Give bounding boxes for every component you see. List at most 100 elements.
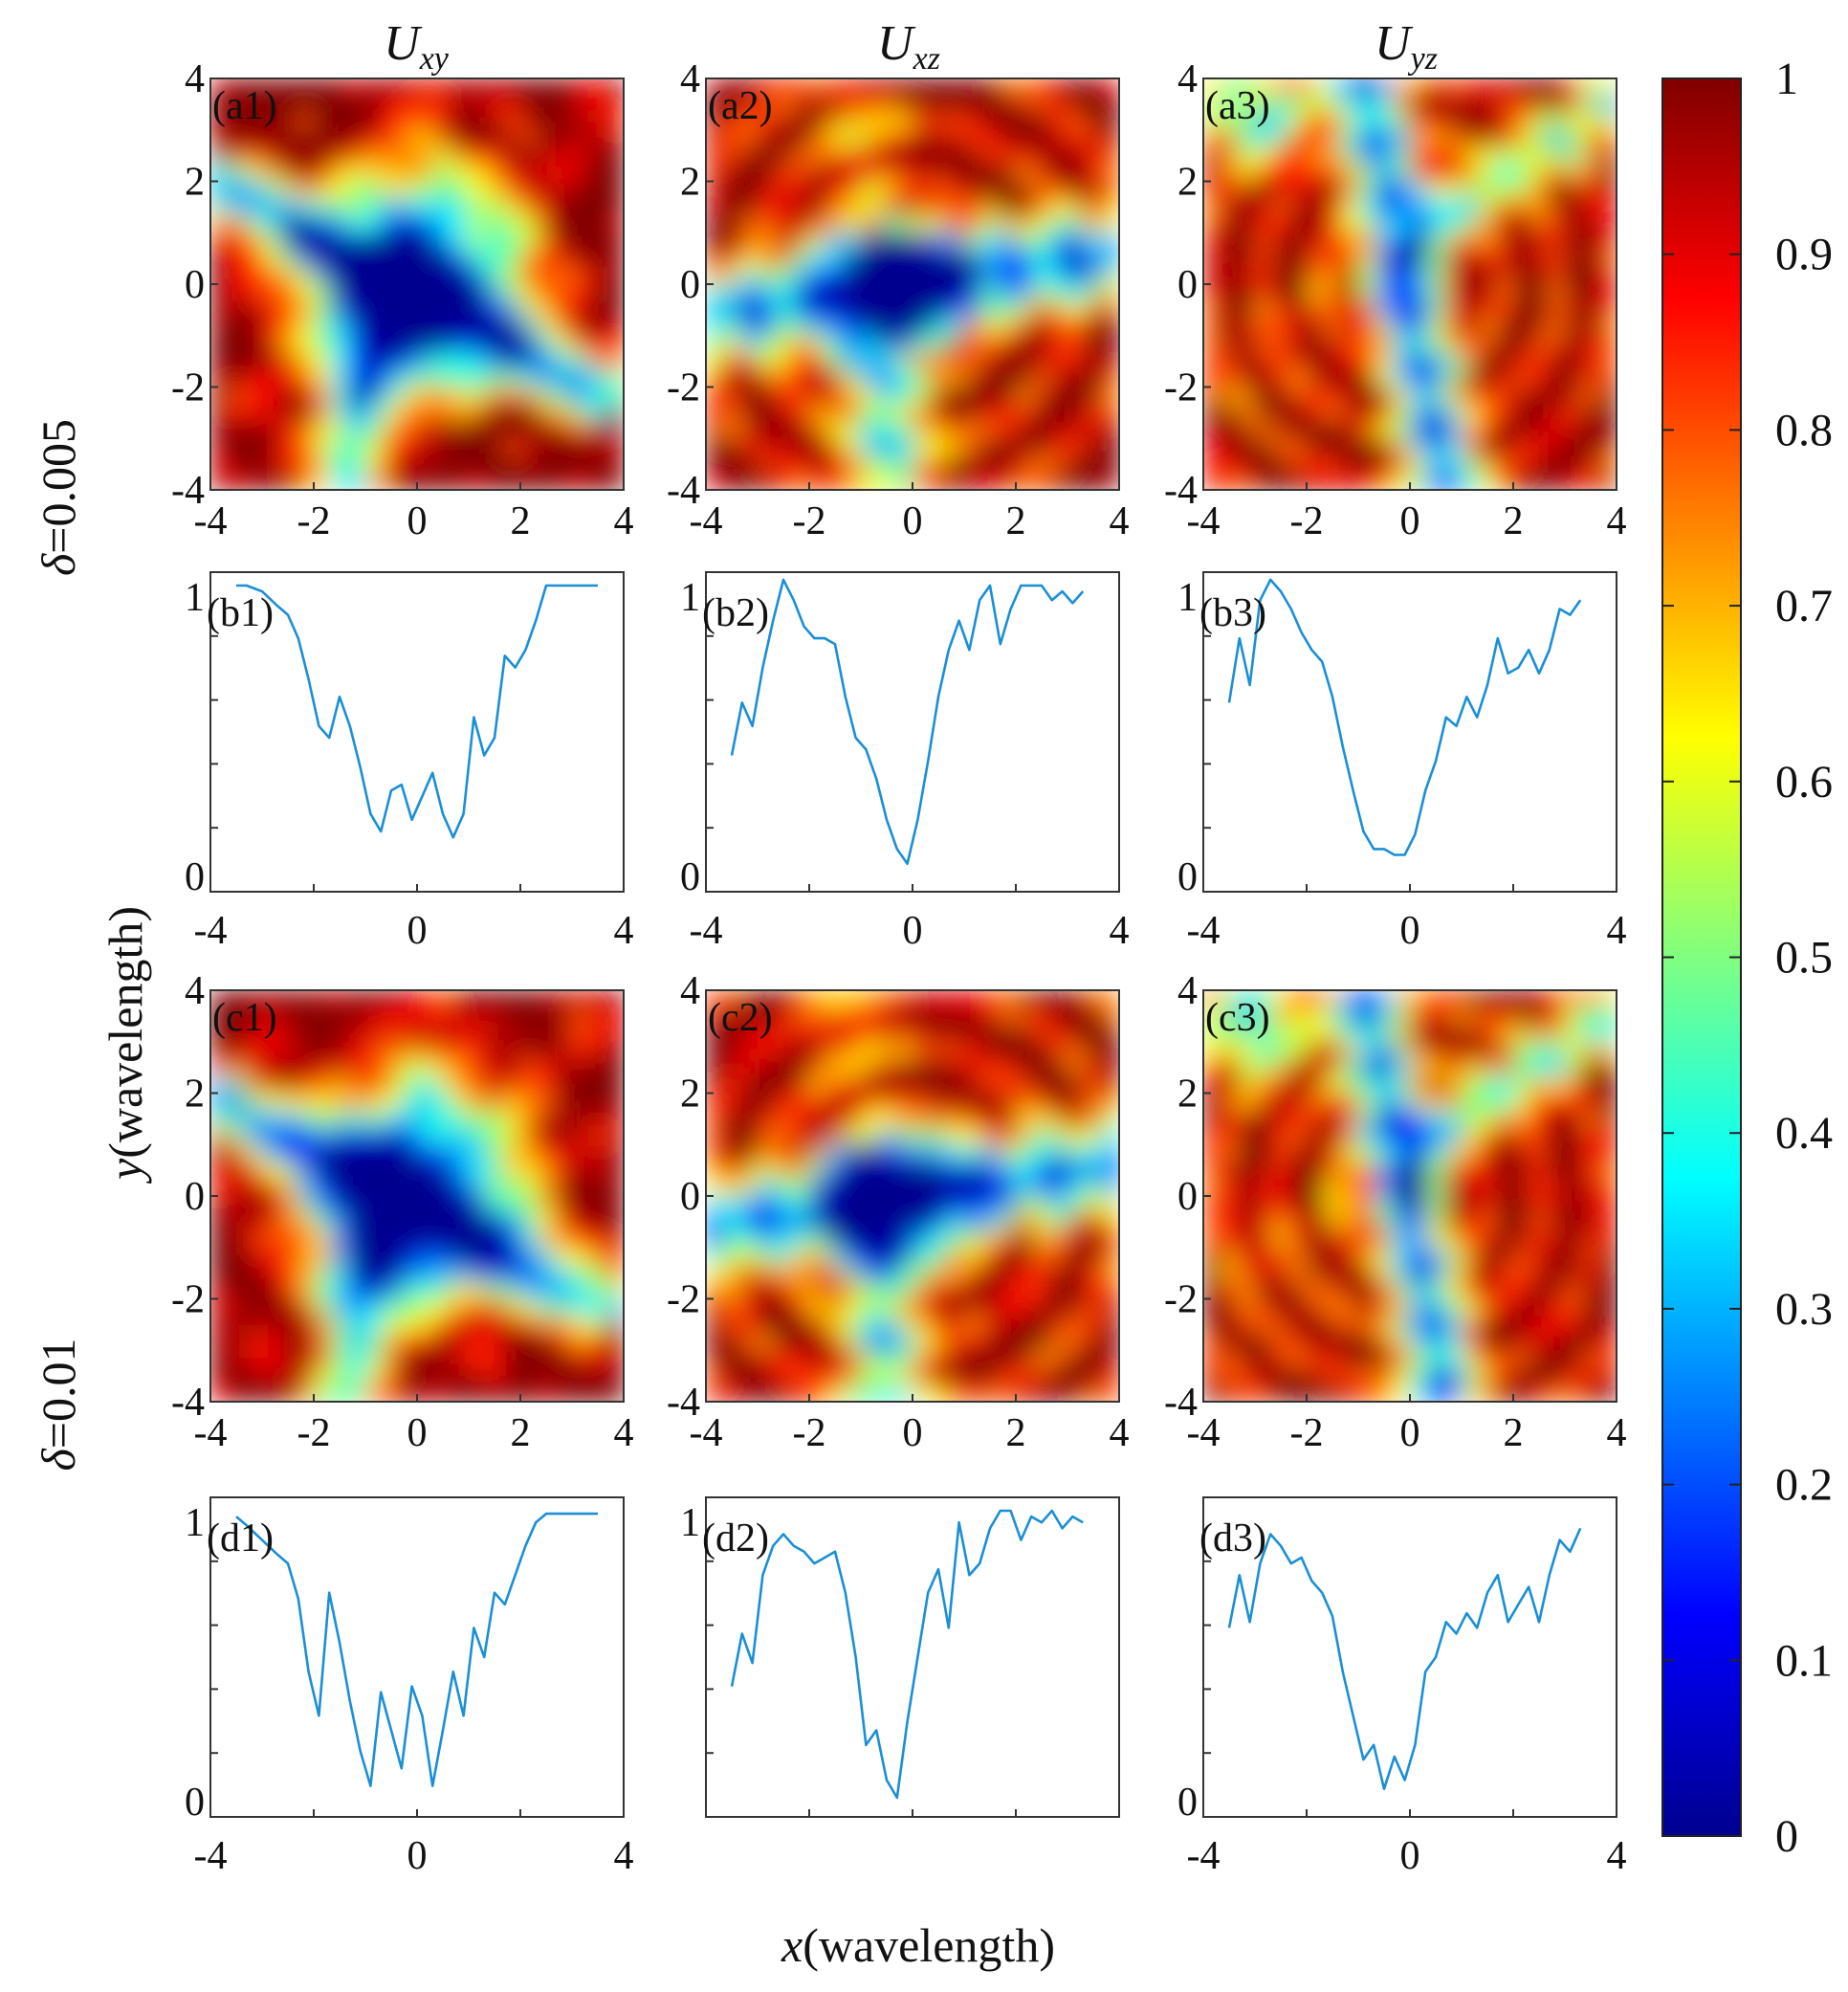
heatmap-cell — [228, 318, 246, 337]
heatmap-cell — [1238, 1229, 1256, 1249]
heatmap-cell — [1393, 1212, 1411, 1231]
heatmap-cell — [1085, 387, 1103, 406]
heatmap-cell — [1496, 1127, 1514, 1146]
heatmap-cell — [1016, 473, 1034, 490]
heatmap-cell — [297, 284, 315, 302]
heatmap-cell — [314, 1110, 332, 1129]
heatmap-cell — [538, 1350, 556, 1369]
heatmap-cell — [758, 335, 776, 354]
heatmap-cell — [1085, 1298, 1103, 1317]
heatmap-cell — [331, 129, 349, 148]
heatmap-cell — [417, 1007, 435, 1026]
heatmap-cell — [228, 1162, 246, 1181]
heatmap-cell — [589, 473, 607, 490]
heatmap-cell — [1375, 95, 1394, 114]
heatmap-cell — [383, 1298, 401, 1317]
heatmap-cell — [826, 250, 845, 269]
heatmap-cell — [1067, 352, 1086, 371]
heatmap-cell — [1410, 1229, 1428, 1249]
heatmap-cell — [1565, 284, 1583, 302]
heatmap-cell — [895, 990, 913, 1008]
heatmap-cell — [434, 1281, 452, 1300]
heatmap-cell — [1307, 990, 1325, 1008]
heatmap-cell — [1255, 1162, 1273, 1181]
heatmap-cell — [314, 1041, 332, 1060]
heatmap-cell — [1033, 1041, 1051, 1060]
heatmap-cell — [861, 387, 879, 406]
heatmap-cell — [1016, 146, 1034, 166]
heatmap-cell — [809, 1196, 827, 1214]
heatmap-cell — [1496, 455, 1514, 475]
heatmap-cell — [1479, 284, 1497, 302]
heatmap-cell — [1548, 1144, 1566, 1163]
heatmap-cell — [572, 1041, 590, 1060]
heatmap-cell — [1102, 1075, 1119, 1095]
heatmap-cell — [1479, 1144, 1497, 1163]
heatmap-cell — [297, 1350, 315, 1369]
heatmap-cell — [1221, 318, 1239, 337]
heatmap-cell — [844, 473, 862, 490]
heatmap-cell — [279, 318, 297, 337]
y-tick-label: 0 — [680, 1175, 700, 1219]
heatmap-cell — [1548, 1179, 1566, 1197]
heatmap-cell — [589, 1298, 607, 1317]
heatmap-cell — [1341, 1298, 1359, 1317]
heatmap-cell — [1324, 1316, 1342, 1335]
heatmap-cell — [314, 1075, 332, 1095]
heatmap-cell — [469, 318, 487, 337]
heatmap-cell — [1289, 318, 1308, 337]
heatmap-cell — [486, 1384, 504, 1402]
heatmap-cell — [606, 78, 624, 97]
heatmap-cell — [1307, 1196, 1325, 1214]
heatmap-cell — [1599, 1058, 1617, 1077]
heatmap-cell — [1272, 421, 1290, 440]
heatmap-cell — [538, 78, 556, 97]
heatmap-cell — [1033, 473, 1051, 490]
heatmap-cell — [844, 215, 862, 234]
heatmap-cell — [1307, 1247, 1325, 1266]
heatmap-cell — [417, 181, 435, 200]
heatmap-cell — [503, 1316, 521, 1335]
heatmap-field — [1203, 78, 1617, 490]
heatmap-cell — [1496, 1110, 1514, 1129]
heatmap-cell — [1358, 267, 1376, 285]
heatmap-cell — [245, 318, 263, 337]
heatmap-cell — [861, 250, 879, 269]
heatmap-cell — [1462, 1179, 1480, 1197]
heatmap-cell — [228, 421, 246, 440]
heatmap-cell — [469, 215, 487, 234]
heatmap-cell — [365, 215, 384, 234]
heatmap-cell — [245, 1350, 263, 1369]
heatmap-cell — [878, 1058, 896, 1077]
heatmap-cell — [1410, 1350, 1428, 1369]
heatmap-cell — [572, 1367, 590, 1386]
heatmap-cell — [878, 1212, 896, 1231]
heatmap-cell — [1444, 232, 1463, 252]
heatmap-cell — [520, 1212, 539, 1231]
heatmap-cell — [1393, 250, 1411, 269]
heatmap-cell — [758, 95, 776, 114]
heatmap-cell — [913, 1316, 931, 1335]
heatmap-cell — [930, 181, 948, 200]
heatmap-cell — [1085, 352, 1103, 371]
heatmap-cell — [1479, 95, 1497, 114]
heatmap-cell — [999, 198, 1017, 217]
heatmap-cell — [1410, 250, 1428, 269]
heatmap-cell — [434, 318, 452, 337]
heatmap-cell — [297, 1024, 315, 1043]
heatmap-cell — [826, 112, 845, 131]
profile-panel-b3: (b3)-4 0 410 — [1177, 571, 1627, 953]
heatmap-cell — [331, 1350, 349, 1369]
heatmap-cell — [606, 284, 624, 302]
heatmap-cell — [262, 198, 280, 217]
heatmap-cell — [792, 146, 810, 166]
heatmap-cell — [1102, 1333, 1119, 1352]
heatmap-cell — [486, 387, 504, 406]
heatmap-cell — [740, 404, 759, 423]
heatmap-cell — [348, 1264, 366, 1283]
heatmap-cell — [775, 473, 793, 490]
colorbar-tick-label: 0.3 — [1775, 1284, 1833, 1335]
heatmap-cell — [1289, 1041, 1308, 1060]
heatmap-cell — [723, 198, 741, 217]
heatmap-cell — [486, 318, 504, 337]
